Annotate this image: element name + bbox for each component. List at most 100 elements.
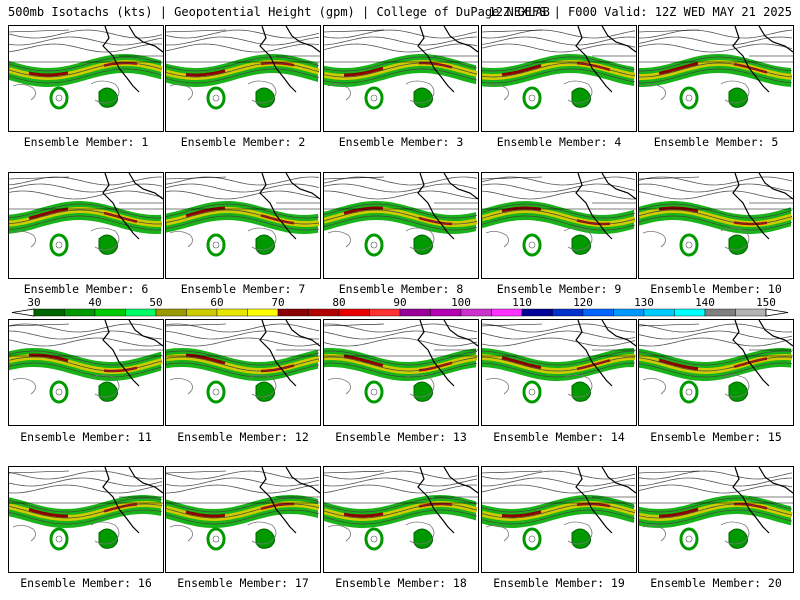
product-header: 500mb Isotachs (kts) | Geopotential Heig…	[0, 0, 800, 24]
height-contour	[639, 509, 793, 525]
height-contour	[327, 84, 351, 101]
height-contour	[166, 68, 320, 84]
colorbar-tick-label: 150	[756, 296, 776, 309]
height-contour	[639, 176, 793, 186]
height-contour	[166, 484, 320, 494]
ensemble-member-label: Ensemble Member: 18	[335, 576, 467, 590]
height-contour	[166, 183, 320, 193]
height-contour	[639, 477, 793, 487]
ensemble-member-panel	[165, 172, 321, 279]
height-contour	[720, 374, 750, 398]
colorbar-segment	[521, 308, 553, 317]
colorbar-tick-label: 110	[512, 296, 532, 309]
jet-maximum	[185, 510, 226, 518]
jet-maximum	[185, 353, 226, 365]
cutoff-low-isotach	[49, 527, 69, 551]
ensemble-member-label: Ensemble Member: 19	[493, 576, 625, 590]
cutoff-low-isotach	[98, 87, 119, 108]
height-contour	[166, 503, 320, 519]
height-contour	[9, 56, 163, 72]
ensemble-member-label: Ensemble Member: 10	[650, 282, 782, 296]
height-contour	[639, 362, 793, 378]
height-contour	[324, 43, 478, 53]
colorbar-tick-label: 100	[451, 296, 471, 309]
height-contour	[482, 362, 636, 378]
height-contour	[639, 203, 793, 219]
height-contour	[9, 203, 163, 219]
height-contour	[324, 330, 478, 340]
height-contour	[166, 497, 320, 513]
height-contour	[405, 521, 435, 545]
height-contour	[563, 374, 593, 398]
jet-maximum	[659, 507, 699, 518]
colorbar-segment	[155, 308, 187, 317]
height-contour	[324, 68, 478, 84]
height-contour	[9, 43, 163, 53]
height-contour	[90, 227, 120, 251]
jet-maximum	[501, 206, 542, 213]
height-contour	[166, 356, 320, 372]
height-contour	[247, 374, 277, 398]
political-border	[166, 29, 320, 63]
height-contour	[482, 509, 636, 525]
height-contour	[324, 203, 478, 219]
cutoff-low-isotach	[522, 527, 542, 551]
political-border	[639, 470, 793, 504]
political-border	[324, 29, 478, 63]
cutoff-low-isotach	[206, 527, 226, 551]
political-border	[324, 176, 478, 210]
colorbar-segment	[704, 308, 736, 317]
height-contour	[482, 176, 636, 186]
height-contour	[166, 337, 320, 347]
colorbar-segment	[674, 308, 706, 317]
height-contour	[482, 36, 636, 46]
height-contour	[324, 509, 478, 525]
colorbar-segment	[491, 308, 523, 317]
height-contour	[327, 525, 351, 542]
colorbar-right-arrow	[765, 308, 789, 317]
height-contour	[639, 62, 793, 78]
height-contour	[90, 521, 120, 545]
height-contour	[324, 350, 478, 366]
colorbar-tick-label: 140	[695, 296, 715, 309]
height-contour	[247, 521, 277, 545]
colorbar-tick-label: 120	[573, 296, 593, 309]
ensemble-member-label: Ensemble Member: 8	[338, 282, 464, 296]
colorbar-tick-label: 90	[393, 296, 406, 309]
cutoff-low-isotach	[98, 528, 119, 549]
jet-maximum	[185, 206, 226, 218]
height-contour	[482, 356, 636, 372]
ensemble-member-panel	[638, 319, 794, 426]
ensemble-member-panel	[323, 466, 479, 573]
height-contour	[9, 209, 163, 225]
cutoff-low-isotach	[679, 86, 699, 110]
height-contour	[166, 209, 320, 225]
cutoff-low-isotach	[49, 86, 69, 110]
isotach-map	[482, 173, 636, 257]
height-contour	[324, 36, 478, 46]
cutoff-low-isotach	[255, 234, 276, 255]
isotach-colorbar: 30405060708090100110120130140150160170	[11, 296, 789, 317]
ensemble-member-label: Ensemble Member: 20	[650, 576, 782, 590]
height-contour	[482, 215, 636, 231]
colorbar-segment	[552, 308, 584, 317]
height-contour	[166, 43, 320, 53]
height-contour	[639, 29, 793, 39]
ensemble-member-label: Ensemble Member: 2	[180, 135, 306, 149]
height-contour	[9, 323, 163, 333]
height-contour	[639, 497, 793, 513]
ensemble-member-panel	[323, 172, 479, 279]
cutoff-low-isotach	[522, 86, 542, 110]
isotach-map	[482, 467, 636, 551]
ensemble-member-label: Ensemble Member: 16	[20, 576, 152, 590]
cutoff-low-isotach	[679, 527, 699, 551]
height-contour	[639, 209, 793, 225]
ensemble-member-panel	[8, 319, 164, 426]
height-contour	[482, 209, 636, 225]
height-contour	[639, 56, 793, 72]
height-contour	[166, 29, 320, 39]
isotach-map	[9, 320, 163, 404]
colorbar-segment	[125, 308, 157, 317]
isotach-map	[9, 26, 163, 110]
height-contour	[720, 227, 750, 251]
